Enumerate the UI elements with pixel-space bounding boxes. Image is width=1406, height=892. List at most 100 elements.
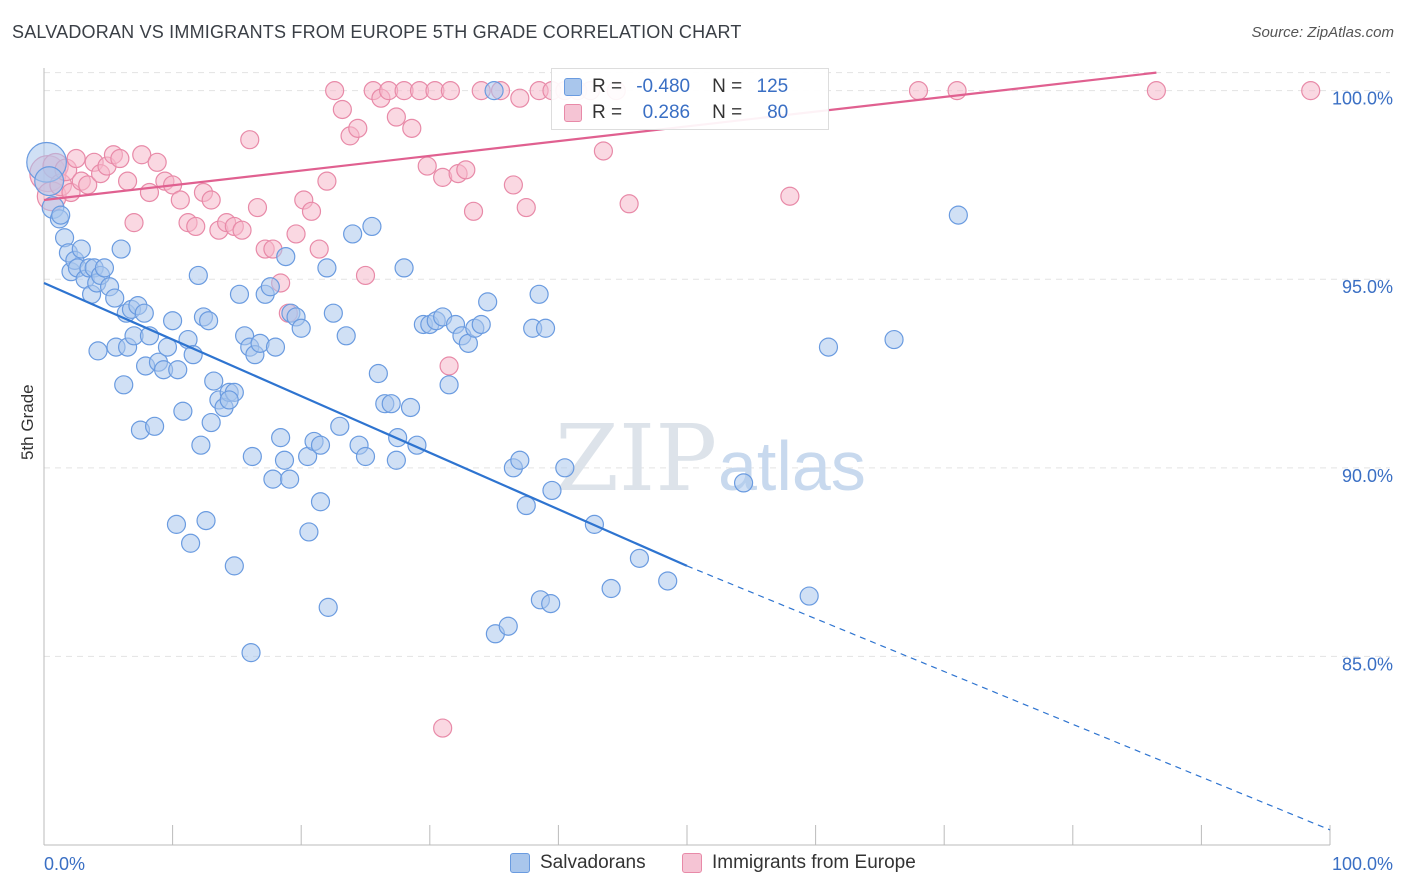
- immigrant-point: [110, 148, 130, 169]
- legend-item-immigrants[interactable]: Immigrants from Europe: [682, 852, 916, 874]
- immigrant-point: [619, 194, 639, 214]
- immigrant-point: [402, 118, 422, 138]
- source-label: Source: ZipAtlas.com: [1251, 24, 1394, 41]
- stats-n-label: N =: [712, 102, 743, 123]
- salvadoran-point: [271, 428, 291, 448]
- salvadoran-point: [601, 578, 621, 599]
- stats-r-label: R =: [592, 76, 623, 97]
- x-tick-label: 0.0%: [44, 854, 85, 874]
- salvadoran-point: [263, 469, 283, 489]
- salvadoran-point: [299, 522, 319, 542]
- y-tick-label: 100.0%: [1332, 89, 1393, 109]
- immigrant-point: [232, 220, 252, 240]
- stats-r-label: R =: [592, 102, 623, 123]
- salvadoran-point: [144, 416, 165, 436]
- immigrant-point: [332, 99, 352, 120]
- salvadoran-point: [199, 311, 219, 331]
- series-salvadorans: [26, 81, 968, 663]
- watermark: ZIP atlas: [555, 405, 866, 512]
- stats-n-value: 125: [756, 76, 789, 97]
- salvadoran-point: [362, 216, 382, 237]
- salvadoran-point: [274, 450, 295, 470]
- salvadoran-point: [265, 337, 286, 357]
- y-tick-label: 85.0%: [1342, 654, 1393, 674]
- immigrant-point: [386, 107, 406, 127]
- salvadoran-point: [241, 643, 261, 663]
- salvadoran-point: [201, 412, 221, 433]
- salvadoran-point: [394, 258, 414, 278]
- immigrant-point: [780, 186, 800, 206]
- salvadoran-point: [224, 556, 244, 576]
- salvadoran-point: [400, 397, 421, 418]
- stats-swatch-pink: [564, 104, 582, 122]
- legend-item-salvadorans[interactable]: Salvadorans: [510, 852, 646, 874]
- salvadoran-point: [310, 492, 331, 512]
- immigrant-point: [286, 224, 306, 244]
- salvadoran-point: [71, 239, 91, 259]
- salvadoran-point: [280, 469, 300, 489]
- stats-r-value: -0.480: [636, 76, 691, 97]
- immigrant-point: [132, 145, 152, 165]
- immigrant-point: [124, 213, 144, 233]
- salvadoran-point: [484, 81, 504, 101]
- immigrant-point: [1301, 81, 1321, 101]
- salvadoran-point: [94, 258, 115, 278]
- immigrant-point: [456, 160, 476, 180]
- salvadoran-point: [471, 314, 491, 335]
- immigrant-point: [503, 175, 523, 195]
- y-tick-label: 95.0%: [1342, 277, 1393, 297]
- salvadoran-point: [204, 371, 224, 391]
- stats-n-label: N =: [712, 76, 743, 97]
- stats-r-value: 0.286: [642, 102, 691, 123]
- salvadoran-point: [196, 511, 216, 531]
- stats-row-immigrants: R = 0.286 N = 80: [564, 101, 788, 125]
- salvadoran-point: [542, 480, 562, 501]
- grid-lines: [44, 72, 1390, 657]
- salvadoran-point: [229, 284, 250, 304]
- immigrant-point: [463, 201, 484, 221]
- salvadoran-point: [541, 594, 561, 614]
- immigrant-point: [201, 190, 221, 210]
- stats-row-salvadorans: R = -0.480 N = 125: [564, 75, 788, 99]
- legend-label-salvadorans: Salvadorans: [540, 852, 646, 873]
- immigrant-point: [1146, 81, 1166, 101]
- salvadoran-point: [276, 246, 296, 267]
- salvadoran-point: [818, 337, 839, 357]
- immigrant-trend-line: [43, 71, 1157, 202]
- immigrant-point: [317, 171, 337, 191]
- salvadoran-point: [386, 450, 406, 470]
- immigrant-point: [440, 81, 460, 101]
- salvadoran-point: [733, 473, 754, 493]
- salvadoran-trend-line: [43, 281, 688, 567]
- trend-lines: [43, 71, 1331, 831]
- salvadoran-point: [330, 416, 350, 436]
- salvadoran-point: [163, 311, 183, 331]
- salvadoran-point: [318, 597, 338, 617]
- salvadoran-point: [323, 303, 343, 323]
- immigrant-point: [593, 141, 614, 161]
- salvadoran-point: [368, 363, 388, 384]
- salvadoran-point: [658, 571, 678, 591]
- immigrant-point: [240, 130, 260, 150]
- watermark-atlas: atlas: [718, 427, 866, 505]
- immigrant-point: [147, 152, 167, 172]
- salvadoran-point: [799, 586, 819, 606]
- salvadoran-point: [498, 616, 518, 636]
- stats-n-value: 80: [767, 102, 789, 123]
- immigrant-point: [309, 239, 329, 259]
- salvadoran-point: [336, 326, 356, 346]
- immigrant-point: [908, 81, 929, 101]
- salvadoran-point: [260, 277, 280, 297]
- immigrant-point: [170, 190, 190, 210]
- salvadoran-point: [181, 533, 201, 553]
- y-axis-label: 5th Grade: [18, 384, 37, 460]
- immigrant-point: [247, 197, 268, 218]
- salvadoran-point: [555, 458, 575, 478]
- salvadoran-point: [516, 495, 536, 516]
- salvadoran-point: [310, 435, 331, 455]
- salvadoran-point: [884, 329, 904, 350]
- salvadoran-point: [168, 360, 188, 380]
- salvadoran-point: [173, 401, 193, 421]
- salvadoran-point: [381, 394, 401, 414]
- immigrant-point: [66, 148, 86, 169]
